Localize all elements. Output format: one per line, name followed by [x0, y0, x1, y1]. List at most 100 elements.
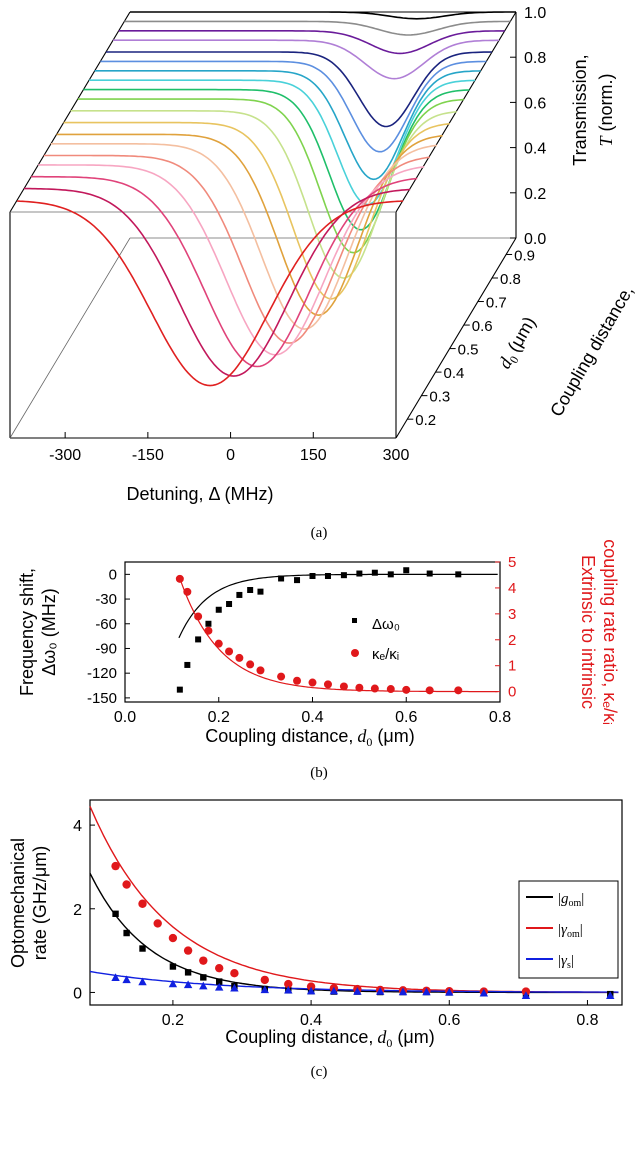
g-om-point: [184, 969, 192, 976]
transmission-curve-16: [38, 164, 425, 356]
kappa-ratio-point: [194, 612, 203, 621]
gamma-om-point: [260, 975, 269, 985]
kappa-ratio-point: [235, 653, 244, 662]
depth-tick-label: 0.7: [486, 295, 507, 312]
panel-a-x-ticks: -300 -150 0 150 300: [49, 432, 409, 464]
x-tick-label: 0.6: [395, 709, 417, 726]
freq-shift-point: [184, 661, 191, 668]
bottom-right-diagonal: [395, 237, 517, 439]
gamma-s-point: [138, 977, 147, 986]
g-om-point: [216, 978, 223, 985]
panel-b-y-left-label-line1: Frequency shift,: [17, 568, 37, 696]
y-right-tick-label: 5: [508, 554, 516, 571]
legend-label-freq-shift: Δω₀: [372, 616, 400, 633]
g-om-point: [169, 963, 177, 970]
gamma-s-point: [329, 986, 339, 995]
x-tick-label: 0.4: [300, 1012, 322, 1029]
panel-c-legend-box: [518, 880, 619, 979]
y-tick-label: 0: [73, 985, 82, 1002]
panel-b-caption: (b): [310, 765, 328, 781]
transmission-curve-7: [94, 70, 481, 181]
freq-shift-point: [195, 636, 202, 643]
z-tick-label: 0.4: [524, 141, 546, 158]
kappa-ratio-point: [277, 672, 286, 681]
freq-shift-point: [294, 577, 301, 584]
x-tick-label: 0.4: [301, 709, 323, 726]
floor-left-diagonal: [9, 237, 131, 439]
y-left-tick-label: 0: [109, 566, 117, 583]
transmission-curve-6: [100, 60, 487, 153]
freq-shift-point: [387, 571, 394, 578]
kappa-ratio-point: [214, 639, 223, 648]
freq-shift-point: [309, 573, 316, 579]
x-tick-label: 0.8: [489, 709, 511, 726]
panel-c-y-label-line1: Optomechanical: [8, 838, 28, 968]
gamma-om-point: [153, 919, 162, 928]
kappa-ratio-point: [355, 683, 364, 692]
freq-shift-point: [257, 588, 264, 595]
freq-shift-point: [205, 620, 212, 627]
panel-a-caption: (a): [311, 525, 328, 541]
depth-tick-label: 0.5: [458, 342, 479, 359]
panel-a-z-ticks: 0.0 0.2 0.4 0.6 0.8 1.0: [510, 5, 546, 248]
y-tick-label: 4: [73, 818, 82, 835]
panel-c-ticks: 0.2 0.4 0.6 0.8 0 2 4: [73, 818, 599, 1029]
gamma-s-point: [306, 986, 316, 995]
gamma-s-point: [230, 983, 239, 992]
transmission-curve-14: [50, 143, 437, 330]
kappa-ratio-point: [204, 626, 213, 635]
y-left-tick-label: -60: [95, 616, 117, 633]
gamma-om-point: [168, 933, 178, 943]
x-tick-label: 0.0: [114, 709, 136, 726]
legend-square-marker: [352, 618, 357, 623]
gamma-s-point: [422, 987, 431, 996]
z-tick-label: 0.8: [524, 50, 546, 67]
gamma-s-point: [183, 980, 193, 989]
gamma-om-point: [230, 969, 239, 978]
x-tick-label: 150: [300, 447, 327, 464]
y-tick-label: 2: [73, 902, 82, 919]
panel-a-depth-ticks: 0.2 0.3 0.4 0.5 0.6 0.7 0.8 0.9: [407, 247, 535, 429]
kappa-ratio-point: [256, 666, 265, 675]
transmission-curve-3: [118, 29, 505, 55]
freq-shift-point: [356, 570, 363, 577]
panel-b-points: [175, 567, 463, 695]
transmission-curve-17: [31, 175, 418, 368]
gamma-s-point: [122, 975, 131, 984]
gamma-s-point: [606, 991, 615, 999]
transmission-curve-2: [124, 20, 511, 36]
gamma-s-point: [521, 991, 531, 999]
gamma-om-point: [111, 861, 120, 871]
y-right-tick-label: 2: [508, 632, 516, 649]
panel-a-x-label: Detuning, Δ (MHz): [126, 484, 273, 504]
panel-a-waterfall: -300 -150 0 150 300 0.00.20.40.60.81.0 0.20.…: [9, 5, 638, 541]
y-right-tick-label: 3: [508, 606, 516, 623]
freq-shift-point: [324, 573, 331, 579]
panel-a-box-frame: [9, 11, 517, 439]
gamma-om-point: [199, 956, 208, 965]
transmission-curve-4: [113, 39, 500, 80]
z-tick-label: 0.0: [524, 231, 546, 248]
z-tick-label: 0.6: [524, 95, 546, 112]
freq-shift-point: [236, 591, 243, 598]
y-left-tick-label: -90: [95, 640, 117, 657]
transmission-curve-11: [70, 110, 457, 279]
y-right-tick-label: 1: [508, 658, 516, 675]
panel-b-y-right-label-line1: Extrinsic to intrinsic: [578, 555, 598, 709]
freq-shift-point: [278, 575, 285, 582]
freq-shift-point: [426, 570, 433, 577]
g-om-point: [123, 929, 130, 937]
gamma-s-point: [199, 981, 208, 990]
gamma-s-point: [111, 973, 120, 982]
freq-shift-point: [247, 587, 254, 593]
gamma-s-point: [260, 985, 269, 994]
x-tick-label: 0.2: [208, 709, 230, 726]
kappa-ratio-point: [425, 686, 434, 695]
kappa-ratio-point: [293, 676, 302, 685]
panel-a-z-label-line1: Transmission,: [570, 54, 590, 165]
kappa-ratio-point: [183, 587, 192, 596]
panel-c-points: [111, 861, 615, 999]
panel-c-plot-frame: [89, 799, 623, 1006]
panel-b-chart: 0.0 0.2 0.4 0.6 0.80-30-60-90-120-150 012345 …: [17, 539, 620, 781]
panel-a-depth-label-line1: Coupling distance,: [546, 282, 637, 420]
